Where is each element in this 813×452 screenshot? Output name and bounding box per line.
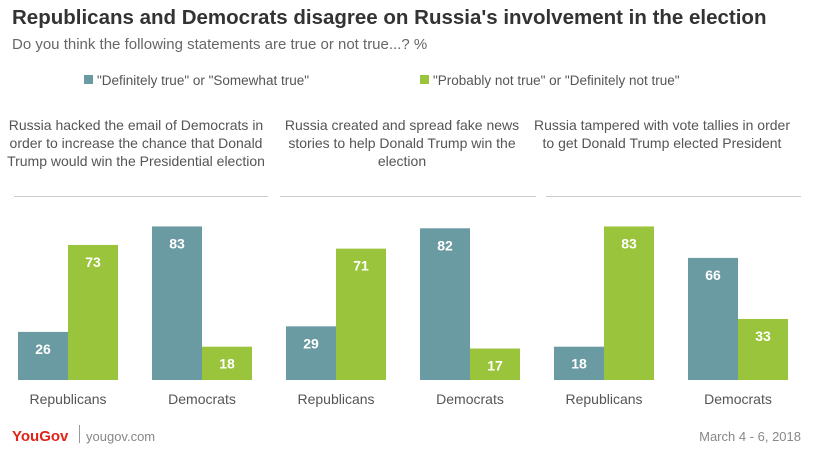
category-label-1-republicans: Republicans: [29, 391, 106, 407]
bar-1-republicans-not-true: [68, 244, 118, 380]
legend-item-true: "Definitely true" or "Somewhat true": [84, 73, 309, 88]
category-label-3-republicans: Republicans: [565, 391, 642, 407]
panel-2-title: Russia created and spread fake news stor…: [284, 117, 520, 169]
data-label-3-democrats-true: 66: [705, 267, 721, 283]
category-label-1-democrats: Democrats: [168, 391, 236, 407]
legend-swatch-not-true: [420, 75, 429, 84]
yougov-logo: YouGov: [12, 428, 69, 445]
data-label-2-republicans-not-true: 71: [353, 258, 369, 274]
bar-1-republicans-true: [18, 331, 68, 380]
category-label-2-democrats: Democrats: [436, 391, 504, 407]
legend-label-not-true: "Probably not true" or "Definitely not t…: [433, 73, 680, 88]
data-label-3-republicans-true: 18: [571, 356, 587, 372]
category-label-2-republicans: Republicans: [297, 391, 374, 407]
footer-site: yougov.com: [86, 429, 156, 444]
bar-2-democrats-true: [420, 228, 470, 380]
panel-2-divider: [280, 196, 536, 197]
panel-1-title: Russia hacked the email of Democrats in …: [7, 117, 265, 169]
bar-1-democrats-true: [152, 226, 202, 380]
bar-3-republicans-true: [554, 346, 604, 380]
bar-3-democrats-true: [688, 257, 738, 380]
data-label-2-republicans-true: 29: [303, 335, 319, 351]
bar-3-democrats-not-true: [738, 318, 788, 380]
bar-2-republicans-true: [286, 326, 336, 380]
data-label-1-democrats-true: 83: [169, 235, 185, 251]
bar-3-republicans-not-true: [604, 226, 654, 380]
data-label-1-republicans-not-true: 73: [85, 254, 101, 270]
panel-3-divider: [546, 196, 801, 197]
bar-2-democrats-not-true: [470, 348, 520, 380]
chart-title: Republicans and Democrats disagree on Ru…: [12, 6, 767, 29]
data-label-1-republicans-true: 26: [35, 341, 51, 357]
footer-separator: [79, 425, 80, 443]
bar-1-democrats-not-true: [202, 346, 252, 380]
data-label-1-democrats-not-true: 18: [219, 356, 235, 372]
data-label-3-republicans-not-true: 83: [621, 235, 637, 251]
footer-date: March 4 - 6, 2018: [699, 429, 801, 444]
data-label-3-democrats-not-true: 33: [755, 328, 771, 344]
data-label-2-democrats-not-true: 17: [487, 358, 503, 374]
category-label-3-democrats: Democrats: [704, 391, 772, 407]
legend-swatch-true: [84, 75, 93, 84]
panel-3-title: Russia tampered with vote tallies in ord…: [533, 117, 790, 151]
legend-item-not-true: "Probably not true" or "Definitely not t…: [420, 73, 680, 88]
chart-subtitle: Do you think the following statements ar…: [12, 36, 428, 53]
panel-1-divider: [14, 196, 268, 197]
legend-label-true: "Definitely true" or "Somewhat true": [97, 73, 310, 88]
bar-2-republicans-not-true: [336, 248, 386, 380]
data-label-2-democrats-true: 82: [437, 237, 453, 253]
